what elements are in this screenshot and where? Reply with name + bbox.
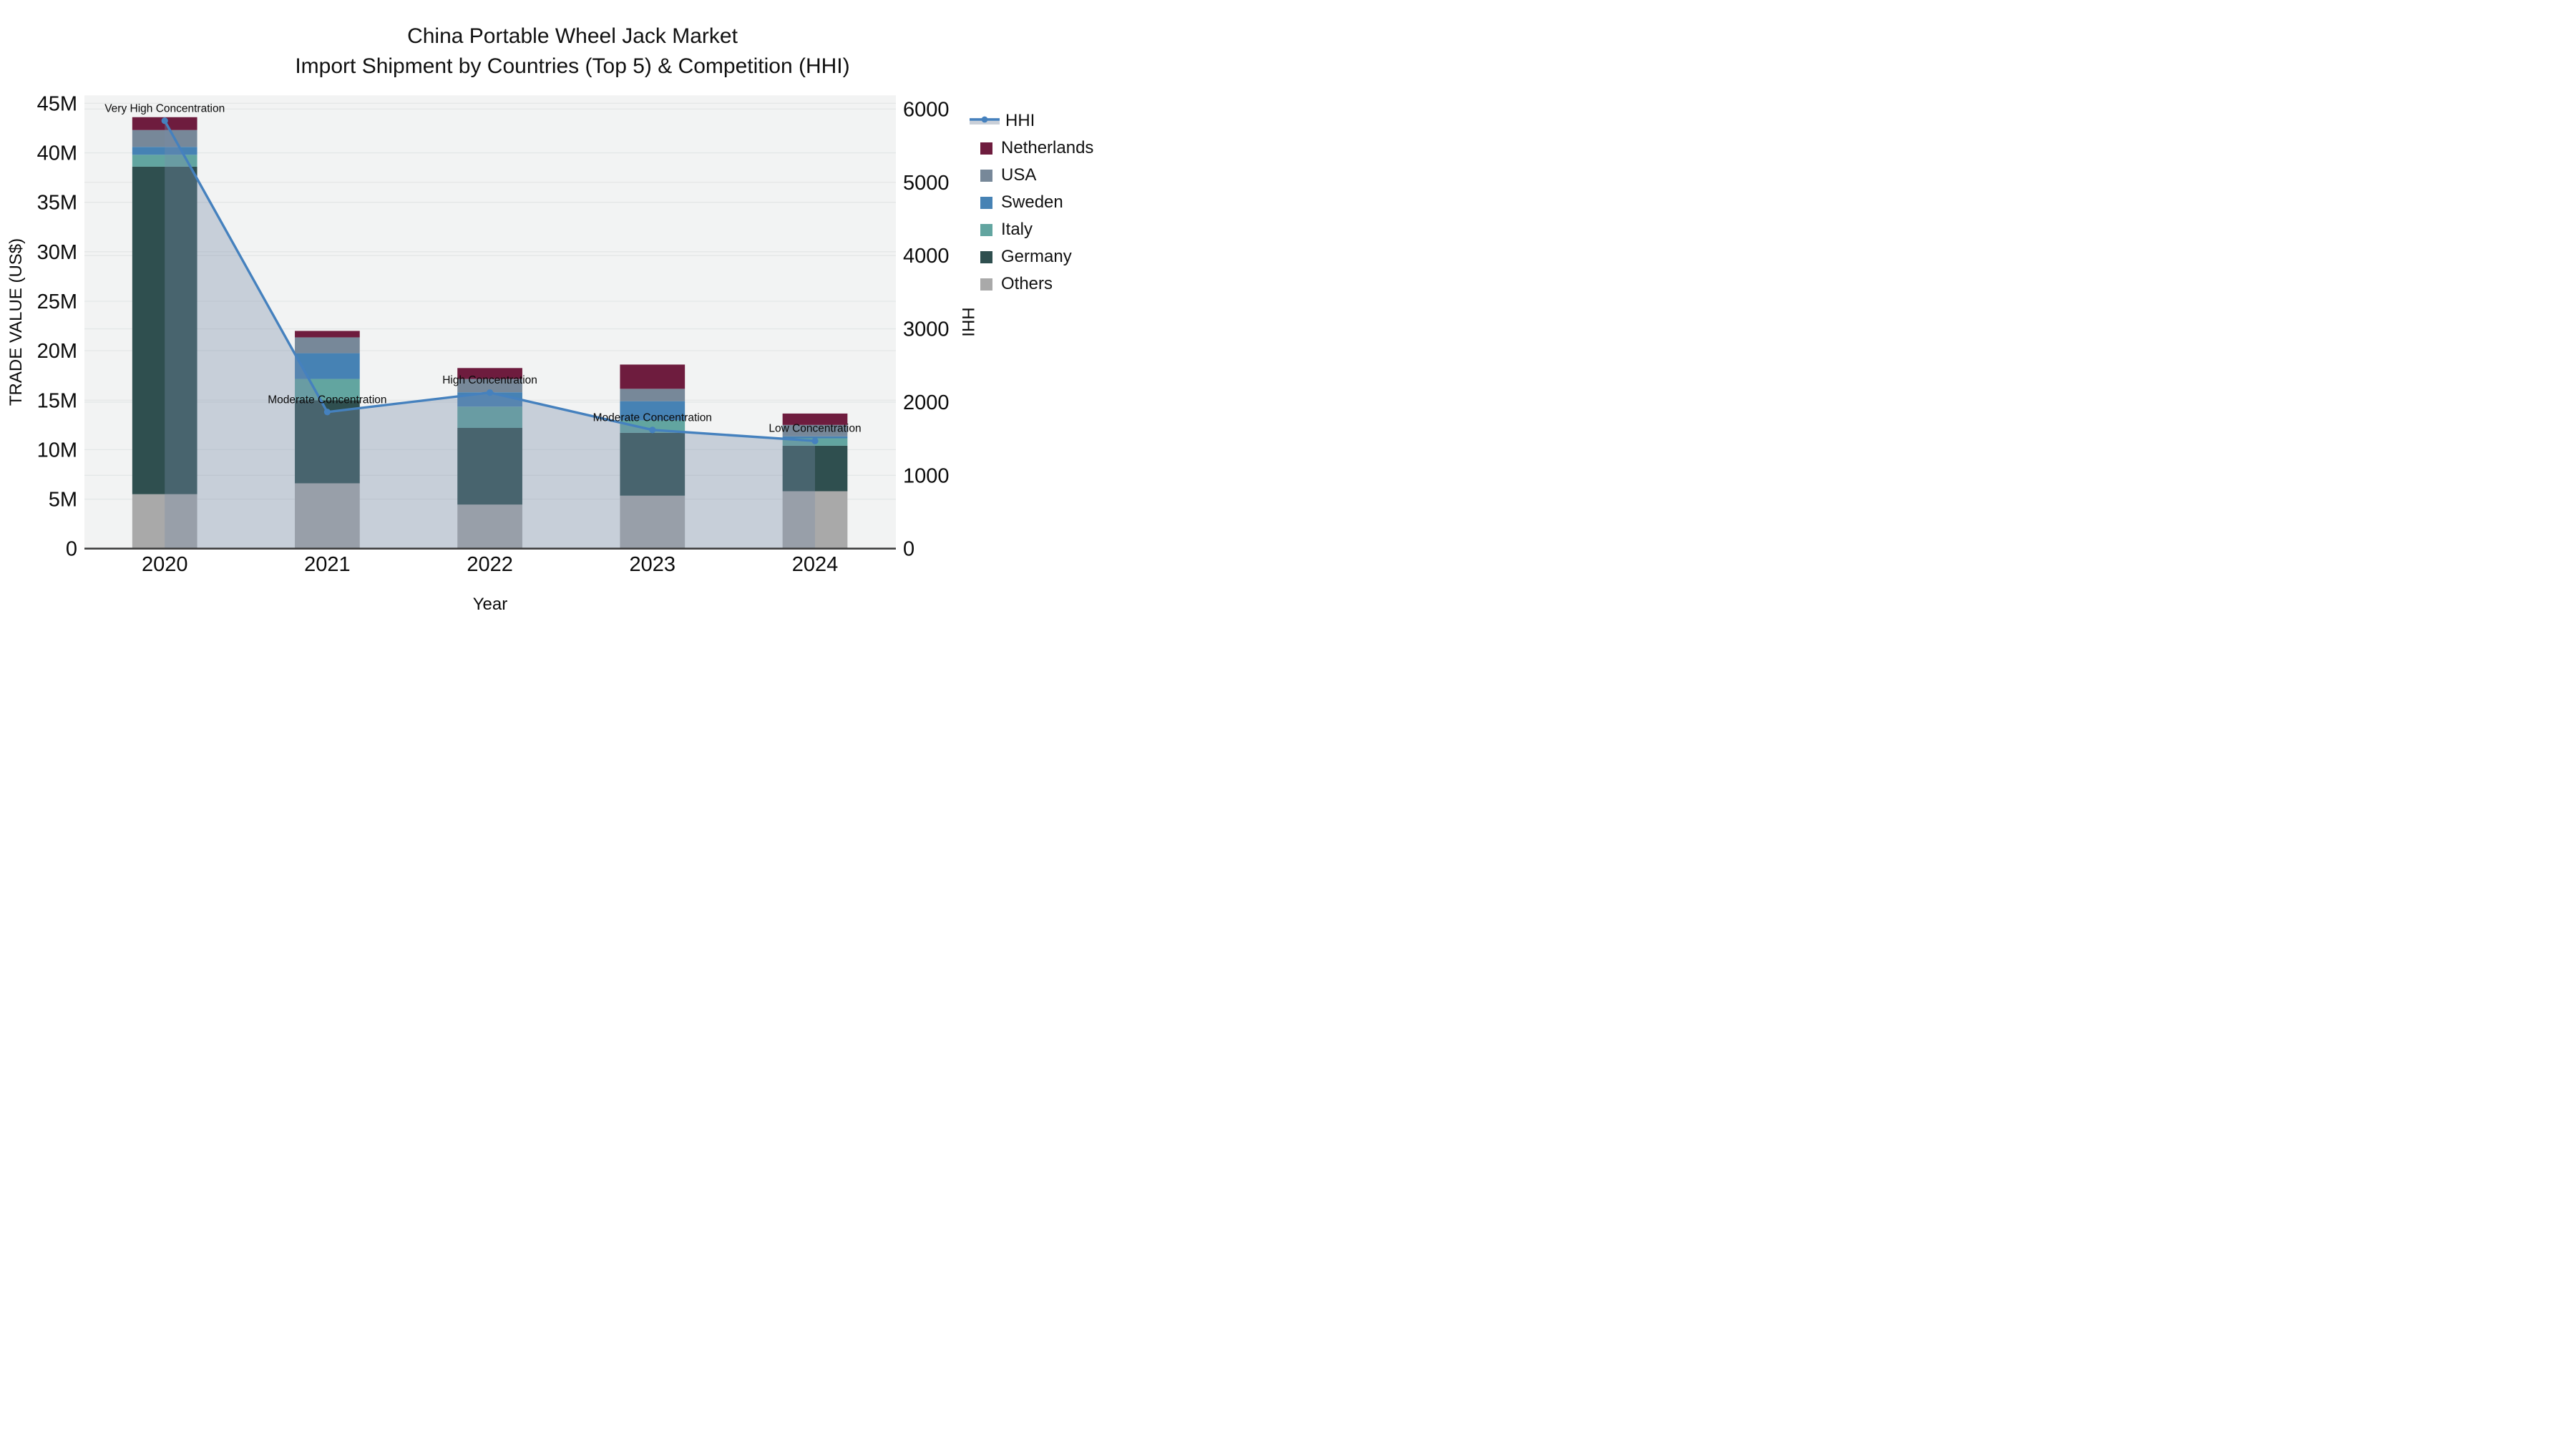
italy-swatch [980,223,992,236]
legend-item-hhi[interactable]: HHI [970,107,1093,135]
y-right-axis-title: HHI [958,307,977,336]
bar-2021-others[interactable] [295,483,360,549]
y-right-tick: 3000 [903,318,950,341]
hhi-point-2020[interactable] [161,117,168,125]
bar-2020-others[interactable] [132,494,197,549]
legend-item-netherlands[interactable]: Netherlands [980,135,1093,162]
gridlines [84,102,896,500]
x-tick-label: 2024 [792,553,839,576]
bar-2024-usa[interactable] [782,424,848,436]
y-left-tick: 35M [37,192,77,215]
chart-canvas[interactable]: 0 5M 10M 15M 20M 25M 30M 35M 40M 45M 0 1000 2000 3000… [0,0,1145,644]
netherlands-swatch [980,142,992,155]
legend: HHI Netherlands USA Sweden Italy Germany… [970,107,1093,298]
bar-2024-germany[interactable] [782,445,848,492]
legend-label: Netherlands [1001,138,1094,157]
chart-title-line2: Import Shipment by Countries (Top 5) & C… [295,54,850,78]
y-right-tick: 5000 [903,172,950,195]
figure: China Portable Wheel Jack Market Import … [0,0,1145,644]
legend-label: HHI [1005,111,1035,130]
bar-2023-sweden[interactable] [620,401,686,421]
bar-2021-italy[interactable] [295,379,360,401]
bar-2022-netherlands[interactable] [457,368,522,379]
y-right-tick: 1000 [903,464,950,487]
bar-2022-germany[interactable] [457,427,522,505]
hhi-point-2022[interactable] [487,389,494,396]
y-left-tick: 10M [37,439,77,462]
chart-title-line1: China Portable Wheel Jack Market [407,24,738,48]
hhi-point-2021[interactable] [323,409,331,416]
legend-item-others[interactable]: Others [980,270,1093,298]
legend-label: USA [1001,165,1037,185]
bar-2020-usa[interactable] [132,130,197,147]
hhi-area-fill [165,120,815,549]
y-left-tick: 15M [37,389,77,412]
bar-2023-netherlands[interactable] [620,364,686,389]
annotation-2024: Low Concentration [769,423,861,435]
legend-item-germany[interactable]: Germany [980,243,1093,270]
x-axis-title: Year [473,595,508,614]
x-tick-label: 2021 [304,553,351,576]
bar-2024-netherlands[interactable] [782,413,848,425]
annotation-2023: Moderate Concentration [593,411,712,424]
legend-label: Sweden [1001,192,1063,212]
hhi-point-2023[interactable] [649,426,656,434]
others-swatch [980,278,992,291]
legend-label: Others [1001,274,1053,293]
y-left-tick: 0 [66,538,77,561]
y-left-tick: 40M [37,142,77,165]
sweden-swatch [980,196,992,209]
x-tick-label: 2022 [467,553,513,576]
legend-item-sweden[interactable]: Sweden [980,189,1093,216]
annotation-2020: Very High Concentration [104,102,225,114]
hhi-line-swatch [970,116,1000,125]
annotation-2022: High Concentration [442,374,537,386]
bar-2023-usa[interactable] [620,389,686,401]
x-tick-label: 2023 [630,553,676,576]
legend-item-usa[interactable]: USA [980,162,1093,189]
bar-2022-usa[interactable] [457,379,522,393]
legend-label: Germany [1001,247,1072,266]
legend-item-italy[interactable]: Italy [980,216,1093,243]
y-right-tick: 0 [903,538,914,561]
bar-2024-sweden[interactable] [782,436,848,439]
bars [132,117,848,549]
y-left-tick: 25M [37,291,77,313]
bar-2020-sweden[interactable] [132,147,197,155]
bar-2024-others[interactable] [782,491,848,549]
legend-label: Italy [1001,220,1033,239]
y-right-tick: 4000 [903,245,950,268]
y-left-tick: 30M [37,241,77,264]
germany-swatch [980,250,992,263]
y-right-tick: 2000 [903,391,950,414]
usa-swatch [980,169,992,182]
annotation-2021: Moderate Concentration [268,394,386,406]
hhi-point-2024[interactable] [811,437,819,444]
y-right-tick: 6000 [903,98,950,121]
bar-2023-others[interactable] [620,495,686,549]
bar-2022-others[interactable] [457,504,522,549]
bar-2023-germany[interactable] [620,432,686,496]
y-left-tick: 5M [49,489,77,512]
y-left-axis-title: TRADE VALUE (US$) [6,238,26,406]
y-left-tick: 45M [37,92,77,115]
y-left-tick: 20M [37,340,77,363]
bar-2022-italy[interactable] [457,406,522,428]
bar-2021-netherlands[interactable] [295,331,360,338]
bar-2021-usa[interactable] [295,337,360,353]
x-tick-label: 2020 [142,553,188,576]
bar-2020-italy[interactable] [132,155,197,167]
bar-2020-germany[interactable] [132,166,197,494]
chart-title: China Portable Wheel Jack Market Import … [0,21,1145,82]
